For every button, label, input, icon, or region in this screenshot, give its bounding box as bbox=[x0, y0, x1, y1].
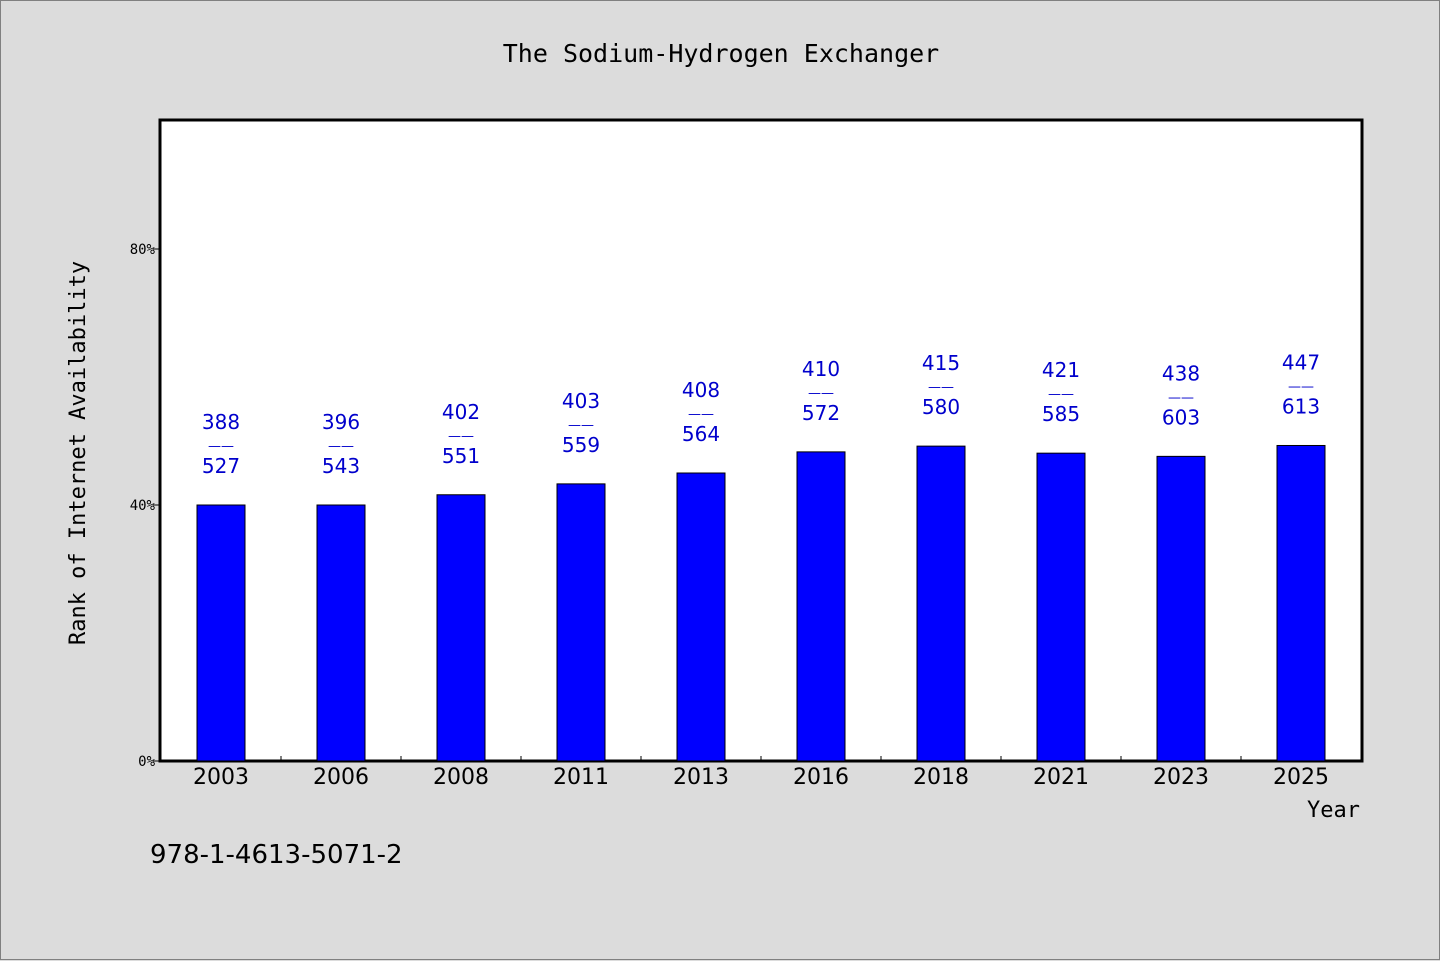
data-label-bottom: 527 bbox=[202, 454, 240, 478]
data-label-top: 447 bbox=[1282, 350, 1320, 374]
y-tick-label: 0% bbox=[138, 754, 155, 770]
data-label-bottom: 559 bbox=[562, 433, 600, 457]
bar bbox=[796, 451, 846, 762]
data-label-bottom: 572 bbox=[802, 401, 840, 425]
data-label-separator: —— bbox=[328, 439, 354, 454]
bar bbox=[436, 494, 486, 762]
data-label-separator: —— bbox=[808, 386, 834, 401]
x-tick-label: 2016 bbox=[793, 765, 849, 790]
data-label-separator: —— bbox=[448, 429, 474, 444]
data-label-bottom: 580 bbox=[922, 395, 960, 419]
data-labels: 388——527396——543402——551403——559408——564… bbox=[202, 350, 1320, 478]
data-label-bottom: 551 bbox=[442, 444, 480, 468]
data-label-separator: —— bbox=[1048, 387, 1074, 402]
y-tick-label: 40% bbox=[130, 498, 156, 514]
data-label-separator: —— bbox=[928, 380, 954, 395]
data-label-top: 438 bbox=[1162, 361, 1200, 385]
bar bbox=[316, 504, 366, 762]
footer-code: 978-1-4613-5071-2 bbox=[150, 840, 403, 870]
bar bbox=[676, 472, 726, 762]
bar bbox=[1156, 455, 1206, 762]
data-label-separator: —— bbox=[568, 418, 594, 433]
data-label-separator: —— bbox=[208, 439, 234, 454]
x-tick-label: 2023 bbox=[1153, 765, 1209, 790]
x-tick-label: 2021 bbox=[1033, 765, 1089, 790]
data-label-top: 396 bbox=[322, 410, 360, 434]
data-label-top: 415 bbox=[922, 351, 960, 375]
y-axis-label: Rank of Internet Availability bbox=[66, 261, 91, 645]
bar bbox=[916, 445, 966, 762]
y-tick-label: 80% bbox=[130, 242, 156, 258]
data-label-top: 388 bbox=[202, 410, 240, 434]
data-label-separator: —— bbox=[688, 407, 714, 422]
x-tick-label: 2006 bbox=[313, 765, 369, 790]
data-label-bottom: 613 bbox=[1282, 394, 1320, 418]
chart-title: The Sodium-Hydrogen Exchanger bbox=[503, 39, 940, 68]
data-label-bottom: 564 bbox=[682, 422, 720, 446]
x-tick-label: 2013 bbox=[673, 765, 729, 790]
x-tick-label: 2003 bbox=[193, 765, 249, 790]
y-axis: 0% 40% 80% bbox=[130, 242, 161, 770]
x-tick-label: 2011 bbox=[553, 765, 609, 790]
bar bbox=[556, 483, 606, 762]
bar bbox=[196, 504, 246, 762]
data-label-bottom: 585 bbox=[1042, 402, 1080, 426]
data-label-top: 408 bbox=[682, 378, 720, 402]
x-tick-label: 2018 bbox=[913, 765, 969, 790]
data-label-top: 402 bbox=[442, 400, 480, 424]
data-label-top: 421 bbox=[1042, 358, 1080, 382]
x-axis: 2003 2006 2008 2011 2013 2016 2018 2021 2023 2025 bbox=[193, 756, 1329, 790]
x-tick-label: 2008 bbox=[433, 765, 489, 790]
bars bbox=[196, 444, 1326, 762]
data-label-separator: —— bbox=[1288, 379, 1314, 394]
data-label-bottom: 543 bbox=[322, 454, 360, 478]
data-label-top: 410 bbox=[802, 357, 840, 381]
data-label-separator: —— bbox=[1168, 390, 1194, 405]
x-tick-label: 2025 bbox=[1273, 765, 1329, 790]
bar bbox=[1276, 444, 1326, 762]
x-axis-label: Year bbox=[1307, 798, 1360, 823]
bar bbox=[1036, 452, 1086, 762]
data-label-top: 403 bbox=[562, 389, 600, 413]
data-label-bottom: 603 bbox=[1162, 405, 1200, 429]
